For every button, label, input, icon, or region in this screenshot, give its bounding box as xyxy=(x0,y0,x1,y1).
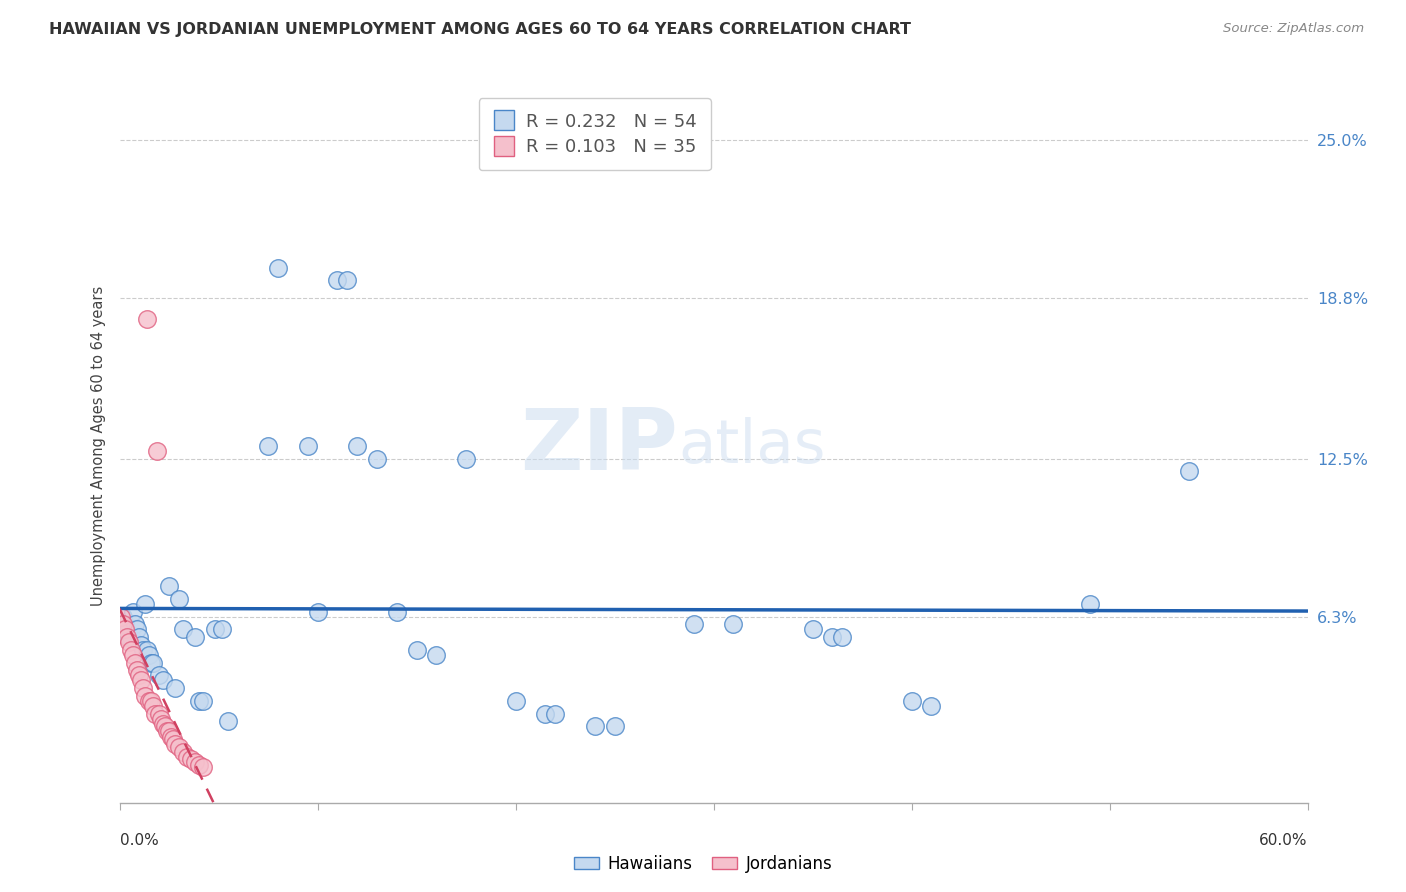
Text: Source: ZipAtlas.com: Source: ZipAtlas.com xyxy=(1223,22,1364,36)
Point xyxy=(117,630,139,644)
Legend: Hawaiians, Jordanians: Hawaiians, Jordanians xyxy=(567,848,839,880)
Point xyxy=(138,648,160,662)
Point xyxy=(326,273,349,287)
Point xyxy=(132,681,155,695)
Point xyxy=(204,623,226,637)
Point xyxy=(118,630,141,644)
Point xyxy=(124,617,146,632)
Point xyxy=(172,623,194,637)
Point xyxy=(534,706,557,721)
Point xyxy=(128,668,150,682)
Point xyxy=(346,439,368,453)
Text: HAWAIIAN VS JORDANIAN UNEMPLOYMENT AMONG AGES 60 TO 64 YEARS CORRELATION CHART: HAWAIIAN VS JORDANIAN UNEMPLOYMENT AMONG… xyxy=(49,22,911,37)
Point xyxy=(118,635,141,649)
Point xyxy=(114,623,136,637)
Point xyxy=(112,609,135,624)
Point xyxy=(682,617,704,632)
Point xyxy=(184,755,207,769)
Point xyxy=(900,694,922,708)
Point xyxy=(114,617,136,632)
Point xyxy=(120,643,142,657)
Point xyxy=(801,623,824,637)
Point xyxy=(603,719,626,733)
Point xyxy=(1078,597,1101,611)
Point xyxy=(920,698,942,713)
Point xyxy=(385,605,408,619)
Point xyxy=(150,712,173,726)
Point xyxy=(163,681,186,695)
Point xyxy=(405,643,427,657)
Point xyxy=(180,752,202,766)
Point xyxy=(163,737,186,751)
Point xyxy=(138,694,160,708)
Point xyxy=(136,643,159,657)
Point xyxy=(127,623,149,637)
Point xyxy=(366,451,388,466)
Point xyxy=(176,750,198,764)
Point xyxy=(1178,465,1201,479)
Legend: R = 0.232   N = 54, R = 0.103   N = 35: R = 0.232 N = 54, R = 0.103 N = 35 xyxy=(478,98,711,170)
Point xyxy=(117,625,139,640)
Point xyxy=(425,648,447,662)
Y-axis label: Unemployment Among Ages 60 to 64 years: Unemployment Among Ages 60 to 64 years xyxy=(90,285,105,607)
Point xyxy=(152,716,174,731)
Point xyxy=(141,656,163,670)
Point xyxy=(146,444,169,458)
Text: 0.0%: 0.0% xyxy=(120,833,159,848)
Point xyxy=(505,694,527,708)
Point xyxy=(157,724,180,739)
Point xyxy=(723,617,745,632)
Point xyxy=(142,656,165,670)
Text: 60.0%: 60.0% xyxy=(1260,833,1308,848)
Point xyxy=(297,439,319,453)
Point xyxy=(184,630,207,644)
Point xyxy=(120,630,142,644)
Point xyxy=(148,668,170,682)
Point xyxy=(134,597,156,611)
Point xyxy=(132,643,155,657)
Point xyxy=(544,706,567,721)
Point xyxy=(153,719,176,733)
Point xyxy=(217,714,239,729)
Point xyxy=(267,260,290,275)
Point xyxy=(136,311,159,326)
Point xyxy=(187,757,209,772)
Point xyxy=(142,698,165,713)
Point xyxy=(141,694,163,708)
Point xyxy=(124,656,146,670)
Point xyxy=(122,605,145,619)
Point xyxy=(152,673,174,688)
Point xyxy=(307,605,329,619)
Point xyxy=(148,706,170,721)
Point xyxy=(110,609,132,624)
Point xyxy=(162,732,184,747)
Point xyxy=(821,630,844,644)
Point xyxy=(336,273,359,287)
Point xyxy=(156,724,179,739)
Point xyxy=(583,719,606,733)
Point xyxy=(160,730,183,744)
Text: atlas: atlas xyxy=(678,417,825,475)
Point xyxy=(257,439,280,453)
Point xyxy=(187,694,209,708)
Point xyxy=(191,694,214,708)
Point xyxy=(129,638,152,652)
Point xyxy=(112,617,135,632)
Point xyxy=(128,630,150,644)
Point xyxy=(167,739,190,754)
Point xyxy=(122,648,145,662)
Point xyxy=(127,663,149,677)
Point xyxy=(211,623,233,637)
Point xyxy=(191,760,214,774)
Point xyxy=(143,706,166,721)
Point xyxy=(129,673,152,688)
Point xyxy=(454,451,477,466)
Point xyxy=(157,579,180,593)
Text: ZIP: ZIP xyxy=(520,404,678,488)
Point xyxy=(167,591,190,606)
Point xyxy=(134,689,156,703)
Point xyxy=(831,630,853,644)
Point xyxy=(172,745,194,759)
